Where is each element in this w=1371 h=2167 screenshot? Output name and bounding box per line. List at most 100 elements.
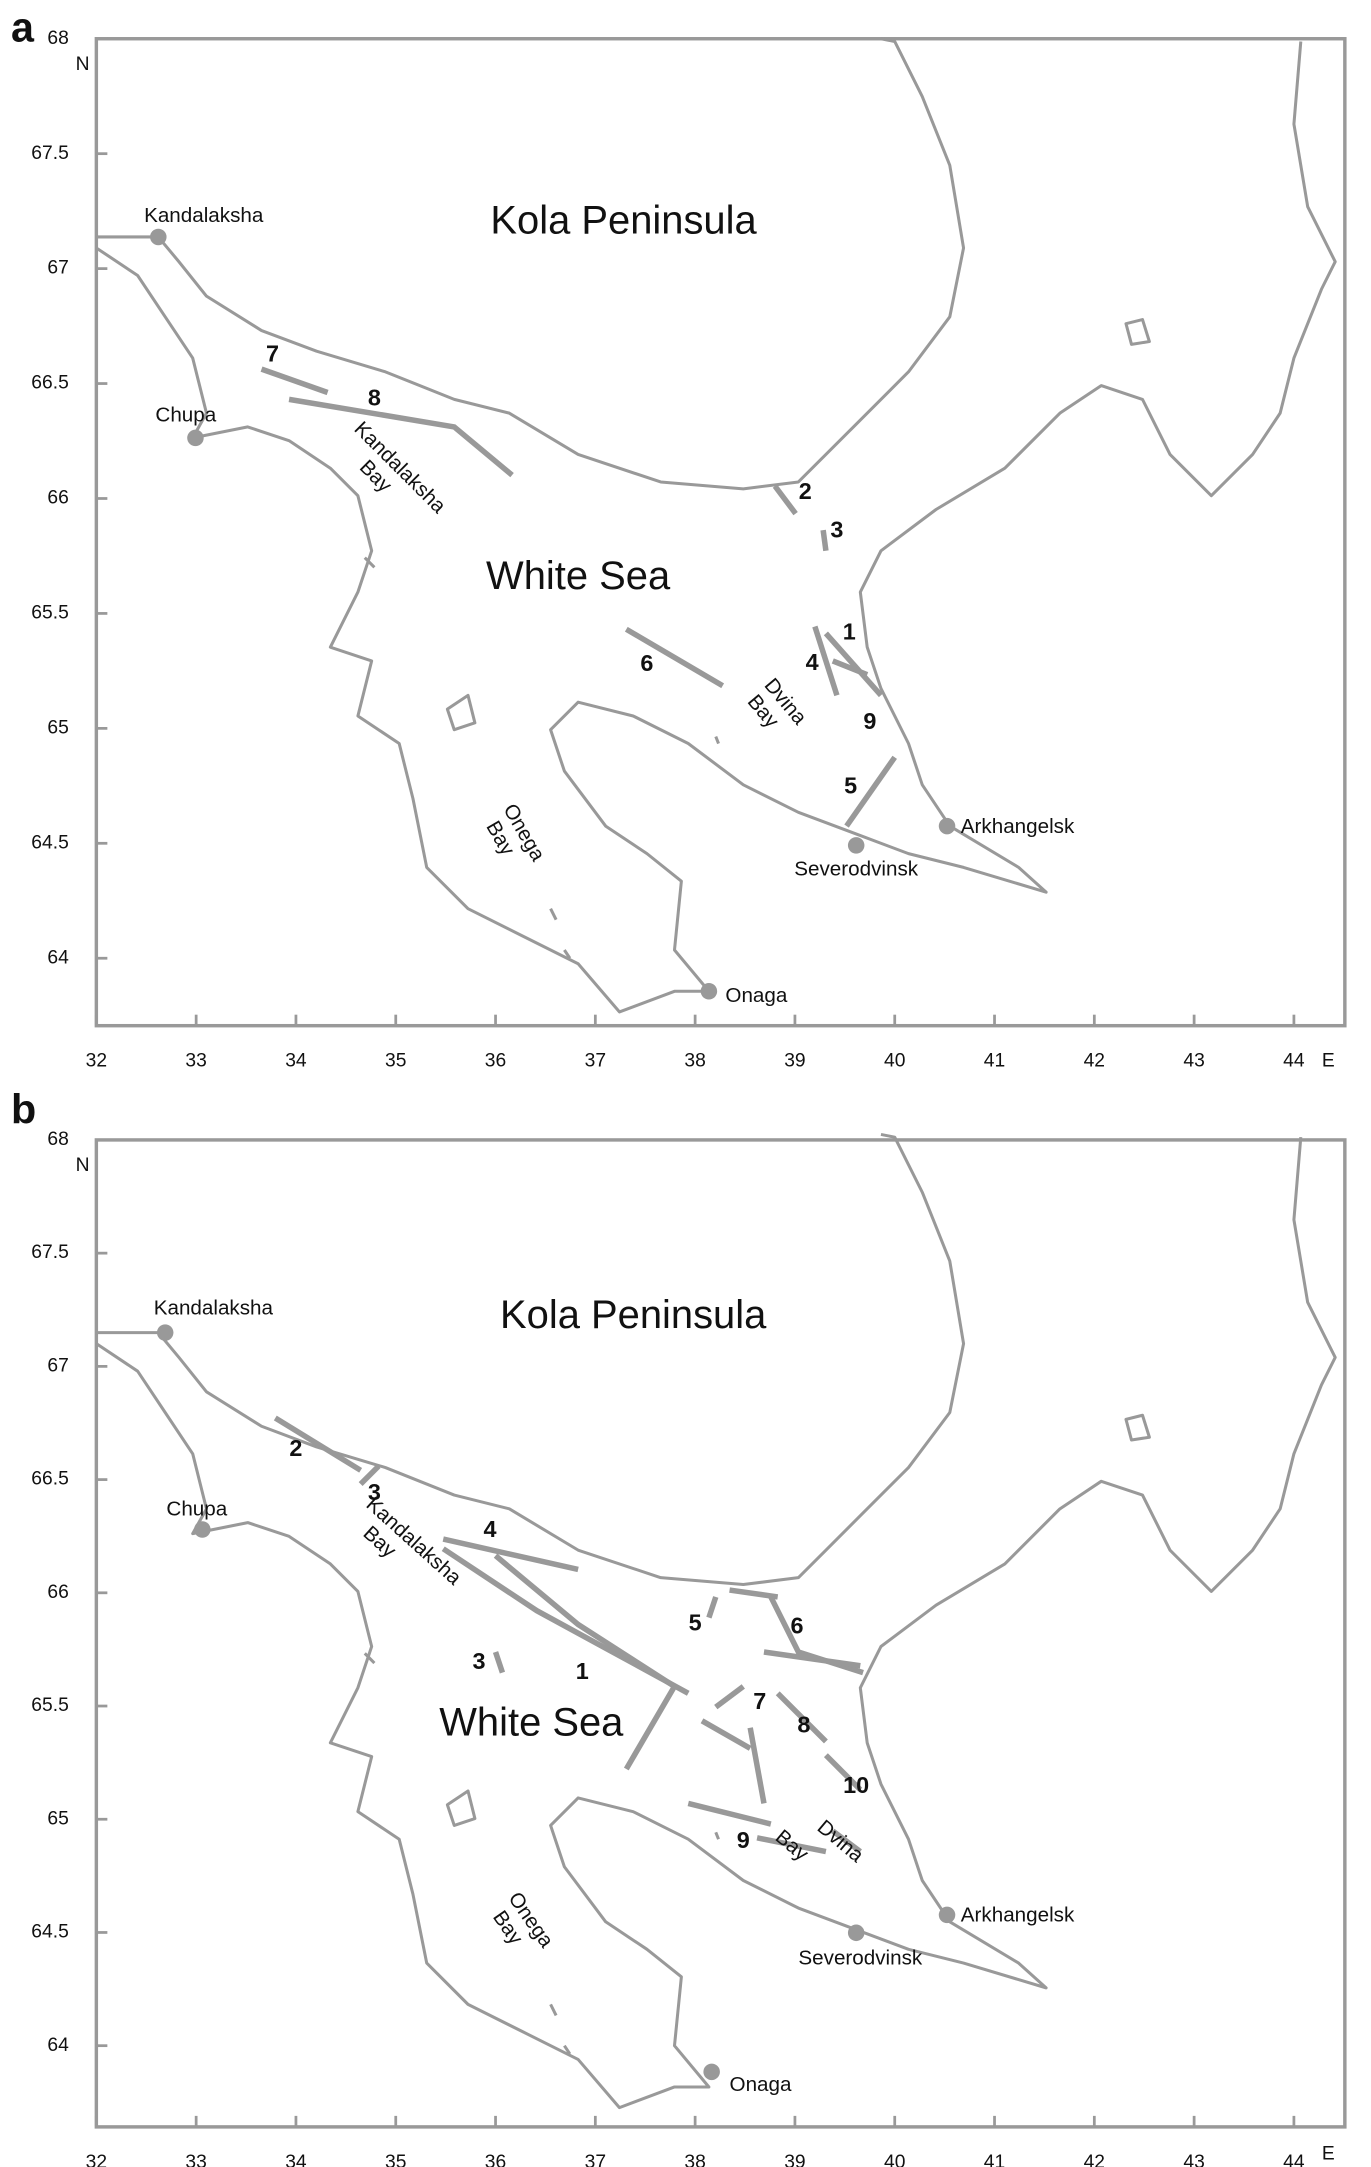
place-label: Kandalaksha <box>144 204 264 227</box>
y-tick-label: 67.5 <box>31 1242 69 1263</box>
route-number: 1 <box>576 1658 589 1684</box>
x-tick-label: 35 <box>385 1051 406 1072</box>
route-number: 6 <box>790 1612 803 1638</box>
y-tick-label: 65 <box>47 1808 68 1829</box>
x-tick-label: 34 <box>285 1051 307 1072</box>
y-tick-label: 64 <box>47 947 69 968</box>
panel-a: a Kola Peninsula White Sea Kandalaksha C… <box>11 4 1347 1072</box>
x-tick-label: 35 <box>385 2152 406 2167</box>
panel-label: b <box>11 1086 36 1132</box>
x-tick-label: 32 <box>86 1051 107 1072</box>
coastline <box>94 1132 1337 2110</box>
y-tick-label: 66 <box>47 1582 68 1603</box>
route-line <box>358 1464 381 1487</box>
place-label: Onaga <box>730 2073 792 2096</box>
route-line <box>442 1536 579 1573</box>
route-number: 4 <box>806 649 819 675</box>
city-dot <box>187 429 204 447</box>
route-line <box>823 631 884 698</box>
routes <box>273 1415 864 1855</box>
panel-b: b Kola Peninsula White Sea Kandalaksha C… <box>11 1086 1347 2165</box>
x-tick-label: 40 <box>884 1051 905 1072</box>
y-tick-label: 67.5 <box>31 143 69 164</box>
route-number: 8 <box>368 385 381 411</box>
place-label: Chupa <box>155 403 216 426</box>
y-tick-label: 65 <box>47 717 68 738</box>
y-tick-label: 66 <box>47 488 68 509</box>
x-tick-label: 37 <box>585 2152 606 2167</box>
x-unit: E <box>1322 1051 1335 1072</box>
route-line <box>260 366 329 396</box>
sea-label: White Sea <box>486 554 671 598</box>
route-line <box>729 1587 779 1600</box>
route-number: 2 <box>799 478 812 504</box>
routes <box>260 366 897 828</box>
place-label: Severodvinsk <box>794 858 918 881</box>
coastline <box>94 37 1337 1014</box>
route-number: 7 <box>266 341 279 367</box>
route-line <box>831 658 869 678</box>
route-number: 9 <box>737 1827 750 1853</box>
route-number: 5 <box>844 773 857 799</box>
route-number: 10 <box>843 1772 869 1798</box>
x-tick-label: 33 <box>185 2152 206 2167</box>
map-frame <box>94 37 1347 1028</box>
panel-label: a <box>11 4 35 50</box>
route-line <box>706 1596 719 1619</box>
city-dot <box>847 1924 865 1942</box>
route-number: 7 <box>753 1688 766 1714</box>
city-dot <box>938 817 956 835</box>
city-dot <box>938 1906 956 1924</box>
route-number: 4 <box>484 1516 497 1542</box>
route-line <box>844 755 897 828</box>
y-tick-label: 67 <box>47 1355 68 1376</box>
place-label: Arkhangelsk <box>961 1904 1075 1927</box>
x-tick-label: 41 <box>984 2152 1005 2167</box>
route-number: 3 <box>368 1479 381 1505</box>
x-tick-label: 44 <box>1283 1051 1305 1072</box>
x-tick-label: 38 <box>684 1051 705 1072</box>
route-line <box>823 1753 863 1792</box>
x-unit: E <box>1322 2144 1335 2165</box>
x-tick-label: 41 <box>984 1051 1005 1072</box>
x-tick-label: 34 <box>285 2152 307 2167</box>
y-tick-label: 67 <box>47 258 68 279</box>
route-number: 5 <box>689 1610 702 1636</box>
y-unit: N <box>76 1155 90 1176</box>
region-label: Kola Peninsula <box>500 1293 767 1337</box>
route-number: 9 <box>863 708 876 734</box>
x-tick-label: 36 <box>485 1051 506 1072</box>
x-tick-label: 37 <box>585 1051 606 1072</box>
x-tick-label: 42 <box>1084 2152 1105 2167</box>
map-frame <box>94 1138 1347 2129</box>
route-line <box>831 1828 862 1854</box>
x-tick-label: 43 <box>1183 1051 1204 1072</box>
x-tick-label: 42 <box>1084 1051 1105 1072</box>
x-tick-label: 40 <box>884 2152 905 2167</box>
region-label: Kola Peninsula <box>490 199 757 243</box>
route-line <box>624 626 725 689</box>
x-tick-label: 32 <box>86 2152 107 2167</box>
x-tick-label: 38 <box>684 2152 705 2167</box>
x-tick-label: 33 <box>185 1051 206 1072</box>
bay-label: Dvina <box>813 1815 869 1867</box>
route-line <box>756 1835 827 1855</box>
bay-label: Bay <box>771 1825 814 1866</box>
y-tick-label: 65.5 <box>31 1695 69 1716</box>
y-tick-label: 64.5 <box>31 832 69 853</box>
y-tick-label: 65.5 <box>31 603 69 624</box>
y-tick-label: 66.5 <box>31 373 69 394</box>
place-label: Arkhangelsk <box>961 815 1075 838</box>
y-unit: N <box>76 54 90 75</box>
route-number: 8 <box>797 1712 810 1738</box>
route-line <box>288 396 514 478</box>
route-number: 6 <box>640 650 653 676</box>
place-label: Onaga <box>725 984 787 1007</box>
y-tick-label: 66.5 <box>31 1469 69 1490</box>
city-dot <box>156 1324 174 1341</box>
y-tick-label: 64.5 <box>31 1922 69 1943</box>
city-dot <box>700 983 718 1000</box>
place-label: Kandalaksha <box>154 1297 274 1320</box>
route-line <box>714 1684 745 1710</box>
